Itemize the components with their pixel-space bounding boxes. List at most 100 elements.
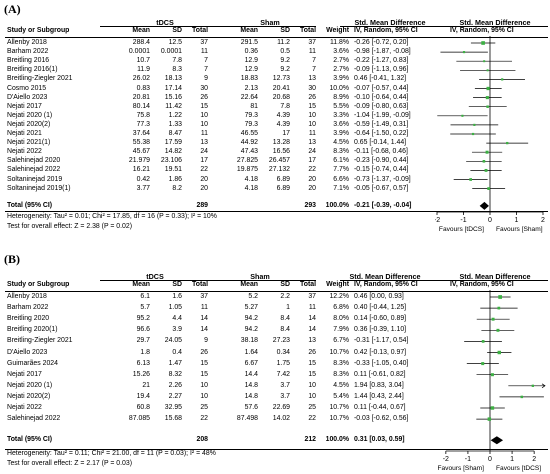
header-rule-sham: [208, 26, 316, 27]
ci-text: -0.31 [-1.17, 0.54]: [354, 337, 409, 345]
table-row: Breitling 2020 95.2 4.4 14 94.2 8.4 14 8.0% 0.14…: [0, 314, 440, 324]
ci-text: -0.59 [-1.49, 0.31]: [354, 120, 409, 128]
sham-mean: 57.6: [244, 404, 258, 411]
study-marker: [483, 60, 486, 63]
tdcs-total: 20: [200, 184, 208, 192]
weight: 6.1%: [333, 157, 349, 165]
sham-total: 11: [308, 304, 316, 312]
tdcs-sd: 2.27: [168, 392, 182, 400]
weight: 3.9%: [333, 75, 349, 83]
tdcs-sd: 17.59: [164, 139, 182, 147]
table-row: Barham 2022 5.7 1.05 11 5.27 1 11 6.8% 0.40 [-0.…: [0, 303, 440, 313]
header-rule-sham: [208, 280, 316, 281]
sham-total: 293: [304, 201, 317, 209]
table-row: Nejati 2022 45.67 14.82 24 47.43 16.56 24 8.3% -…: [0, 147, 440, 157]
sham-mean: 46.55: [240, 130, 258, 137]
tdcs-sd: 1.86: [168, 175, 182, 183]
ci-text: -0.15 [-0.74, 0.44]: [354, 166, 409, 174]
sham-mean: 291.5: [240, 39, 258, 46]
tdcs-sd: 1.33: [168, 120, 182, 128]
study-marker: [484, 168, 488, 172]
weight: 4.5%: [333, 139, 349, 147]
tdcs-sd: 4.4: [172, 315, 182, 323]
effect-header-left: Std. Mean Difference: [354, 18, 426, 27]
study-name: Nejati 2017: [7, 102, 42, 110]
study-marker: [486, 86, 490, 91]
study-name: Allenby 2018: [7, 39, 47, 46]
study-marker: [481, 41, 485, 45]
sham-total: 22: [308, 166, 316, 174]
sham-sd: 20.68: [272, 93, 290, 101]
study-name: Nejati 2020(2): [7, 392, 51, 400]
weight: 8.3%: [333, 359, 349, 367]
sham-total: 30: [308, 84, 316, 92]
sham-total: 15: [308, 102, 316, 110]
sham-sd: 9.2: [280, 57, 290, 65]
table-row: Nejati 2020 (1) 75.8 1.22 10 79.3 4.39 10 3.3% -…: [0, 111, 440, 121]
tdcs-sd: 15.16: [164, 93, 182, 101]
sham-sd: 27.23: [272, 337, 290, 345]
table-top-rule: [5, 37, 548, 38]
tdcs-mean: 16.21: [132, 166, 150, 174]
sham-sd: 26.457: [268, 157, 290, 165]
sham-sd: 8.4: [280, 326, 290, 334]
tdcs-total: 22: [200, 166, 208, 174]
ci-text: 0.65 [-0.14, 1.44]: [354, 139, 407, 147]
sham-mean: 79.3: [244, 111, 258, 119]
tdcs-total: 10: [200, 120, 208, 128]
table-row: Allenby 2018 288.4 12.5 37 291.5 11.2 37 11.8% -…: [0, 38, 440, 48]
table-row: Salehinejad 2022 16.21 19.51 22 19.875 27.132…: [0, 165, 440, 175]
table-row: Nejati 2021 37.64 8.47 11 46.55 17 11 3.9% -0.64…: [0, 129, 440, 139]
study-name: Breitling-Ziegler 2021: [7, 75, 73, 83]
x-tick-label: -2: [443, 456, 449, 463]
weight: 4.5%: [333, 381, 349, 389]
x-tick-label: 2: [541, 217, 545, 224]
sham-total: 26: [308, 348, 316, 356]
sham-sd: 11.2: [277, 39, 290, 46]
tdcs-mean: 87.085: [128, 415, 150, 423]
sham-total: 11: [308, 48, 316, 56]
col-effect-sub: IV, Random, 95% CI: [354, 27, 418, 34]
overall-effect-text: Test for overall effect: Z = 2.38 (P = 0…: [7, 223, 132, 230]
sham-sd: 12.73: [272, 75, 290, 83]
study-marker: [496, 328, 500, 332]
weight: 7.1%: [333, 184, 349, 192]
tdcs-mean: 29.7: [136, 337, 150, 345]
tdcs-sd: 3.9: [172, 326, 182, 334]
study-marker: [485, 150, 489, 154]
sham-total: 10: [308, 392, 316, 400]
tdcs-mean: 80.14: [132, 102, 150, 110]
sham-total: 25: [308, 404, 316, 411]
study-name: Breitling 2020: [7, 315, 50, 323]
weight: 2.7%: [333, 57, 349, 65]
study-name: Barham 2022: [7, 304, 49, 312]
sham-mean: 81: [250, 102, 258, 110]
sham-total: 15: [308, 359, 316, 367]
table-row: Breitling 2016 10.7 7.8 7 12.9 9.2 7 2.7% -0.22 …: [0, 56, 440, 66]
sham-mean: 22.64: [240, 93, 258, 101]
x-tick-label: 1: [515, 217, 519, 224]
column-header-row: Study or Subgroup Mean SD Total Mean SD …: [0, 280, 550, 290]
tdcs-mean: 0.42: [136, 175, 150, 183]
table-row: Allenby 2018 6.1 1.6 37 5.2 2.2 37 12.2% 0.46 [0…: [0, 292, 440, 302]
weight: 8.3%: [333, 370, 349, 378]
group-header-tdcs: tDCS: [156, 18, 174, 27]
study-marker: [486, 69, 489, 72]
sham-sd: 6.89: [276, 175, 290, 183]
tdcs-mean: 75.8: [136, 111, 150, 119]
weight: 100.0%: [325, 436, 349, 444]
tdcs-sd: 32.95: [164, 404, 182, 411]
forest-plot-area: -2 -1 0 1 2 Favours [Sham] Favours [tDCS]: [437, 290, 546, 472]
sham-sd: 7.42: [276, 370, 290, 378]
study-marker: [487, 187, 491, 190]
sham-mean: 5.27: [244, 304, 258, 312]
study-name: Allenby 2018: [7, 293, 47, 300]
study-marker: [497, 350, 501, 355]
study-name: Nejati 2020 (1): [7, 381, 53, 389]
ci-text: -0.33 [-1.05, 0.40]: [354, 359, 409, 367]
x-tick-label: 1: [510, 456, 514, 463]
tdcs-mean: 15.26: [132, 370, 150, 378]
sham-mean: 27.825: [236, 157, 258, 165]
weight: 5.5%: [333, 102, 349, 110]
weight: 8.9%: [333, 93, 349, 101]
